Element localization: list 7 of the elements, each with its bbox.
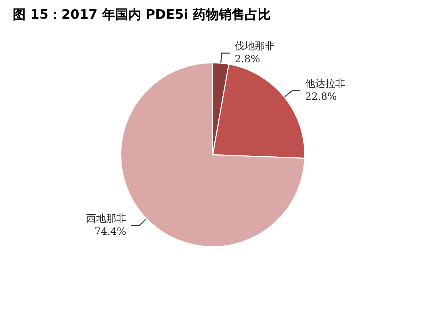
slice-label: 伐地那非 bbox=[234, 40, 275, 52]
slice-label: 西地那非 bbox=[86, 212, 127, 225]
slice-label: 他达拉非 bbox=[305, 78, 346, 90]
data-label: 74.4% bbox=[94, 226, 127, 238]
data-label: 2.8% bbox=[234, 54, 260, 66]
chart-title: 图 15：2017 年国内 PDE5i 药物销售占比 bbox=[13, 7, 272, 23]
data-label: 22.8% bbox=[305, 92, 338, 103]
